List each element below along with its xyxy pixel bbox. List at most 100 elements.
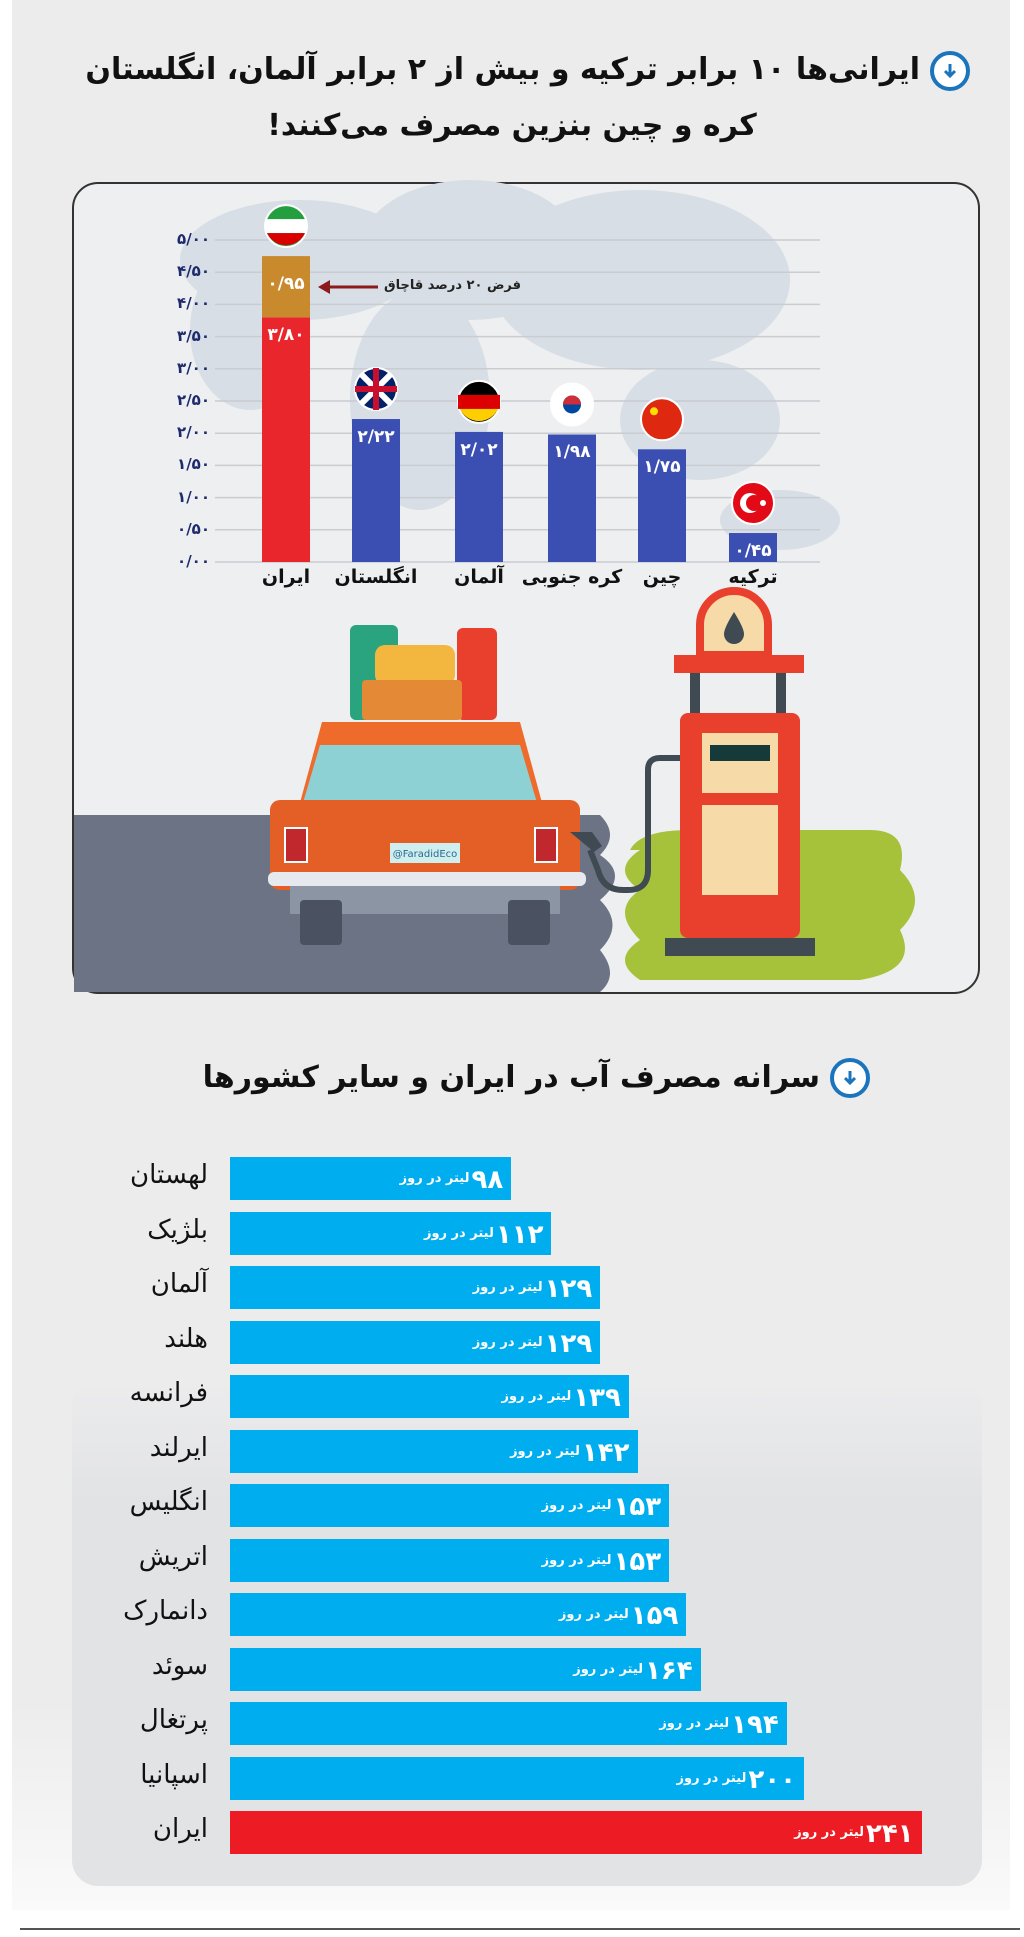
fuel-drop-icon	[724, 612, 744, 644]
china-flag-icon	[640, 397, 684, 442]
row-label: پرتغال	[139, 1705, 208, 1735]
bar: ۱۵۹لیتر در روز	[230, 1593, 687, 1636]
pump-pole	[690, 673, 700, 713]
y-tick-label: ۳/۰۰	[177, 358, 210, 377]
arrow-head-icon	[318, 280, 330, 294]
row-label: آلمان	[150, 1269, 208, 1299]
bar-value-label: ۱۲۹لیتر در روز	[473, 1321, 592, 1364]
flag-crescent	[746, 495, 762, 512]
bar-value-label: ۲۴۱لیتر در روز	[794, 1811, 913, 1854]
flag-cross	[355, 368, 397, 411]
category-label: کره جنوبی	[521, 566, 623, 588]
value-number: ۱۶۴	[645, 1655, 693, 1686]
bar: ۱۳۹لیتر در روز	[230, 1375, 629, 1418]
y-tick-label: ۴/۰۰	[177, 294, 210, 313]
bar-value-label: ۲/۰۲	[460, 439, 498, 460]
bar-value-label: ۳/۸۰	[267, 325, 305, 346]
value-unit: لیتر در روز	[399, 1171, 470, 1186]
bar: ۱۶۴لیتر در روز	[230, 1647, 701, 1691]
category-label: ایران	[261, 566, 311, 588]
luggage-icon	[457, 628, 497, 720]
value-unit: لیتر در روز	[676, 1770, 747, 1786]
y-tick-label: ۰/۵۰	[177, 519, 210, 538]
y-tick-label: ۲/۵۰	[177, 391, 210, 409]
fuel-nozzle-icon	[570, 832, 602, 852]
bar-value-label: ۱۵۹لیتر در روز	[559, 1593, 678, 1636]
watermark-logo: @FaradidEco	[393, 849, 458, 860]
pump-pole	[776, 673, 786, 713]
y-tick-label: ۵/۰۰	[177, 230, 210, 248]
value-number: ۱۴۲	[581, 1437, 630, 1468]
value-number: ۱۲۹	[544, 1274, 593, 1304]
car-window	[300, 745, 540, 813]
bottom-divider	[20, 1928, 1020, 1930]
row-label: ایران	[152, 1814, 208, 1844]
bar: ۱۲۹لیتر در روز	[230, 1266, 601, 1309]
value-number: ۹۸	[471, 1165, 504, 1195]
car-tire	[300, 900, 342, 945]
value-number: ۱۱۲	[495, 1219, 544, 1250]
bar-stack-0	[262, 256, 310, 318]
flag-taeguk	[563, 395, 581, 405]
pump-panel	[702, 805, 778, 895]
value-unit: لیتر در روز	[541, 1552, 612, 1568]
bar-value-label: ۲۰۰لیتر در روز	[677, 1757, 796, 1800]
value-number: ۲۴۱	[866, 1819, 914, 1849]
value-unit: لیتر در روز	[510, 1443, 580, 1459]
y-tick-label: ۰/۰۰	[177, 552, 210, 570]
row-label: هلند	[164, 1323, 208, 1354]
circle-down-arrow-icon	[930, 51, 970, 91]
category-label: ترکیه	[728, 566, 778, 588]
pump-display	[702, 733, 778, 793]
y-tick-label: ۱/۰۰	[177, 487, 210, 506]
row-label: فرانسه	[129, 1378, 208, 1408]
fuel-hose	[587, 755, 680, 893]
bar-5	[729, 533, 777, 562]
category-label: آلمان	[454, 566, 504, 588]
world-map-shape	[490, 190, 790, 370]
value-unit: لیتر در روز	[659, 1716, 730, 1731]
value-unit: لیتر در روز	[501, 1389, 572, 1404]
value-unit: لیتر در روز	[472, 1334, 543, 1350]
bar-value-label: ۲/۲۲	[357, 427, 395, 448]
row-label: اسپانیا	[140, 1759, 208, 1790]
bar-0	[262, 317, 310, 562]
bar-value-label: ۱۹۴لیتر در روز	[659, 1702, 778, 1745]
flag-stripe	[265, 219, 307, 234]
value-unit: لیتر در روز	[573, 1661, 644, 1677]
car-bumper	[268, 872, 586, 886]
bar-value-label: ۱۴۲لیتر در روز	[510, 1430, 629, 1473]
row-label: لهستان	[130, 1160, 208, 1190]
car-tire	[508, 900, 550, 945]
bar: ۱۹۴لیتر در روز	[230, 1702, 787, 1745]
value-number: ۱۵۳	[613, 1492, 662, 1522]
water-chart-title: سرانه مصرف آب در ایران و سایر کشورها	[202, 1060, 820, 1095]
category-label: چین	[642, 566, 682, 588]
row-label: بلژیک	[147, 1214, 208, 1245]
pump-cap	[674, 655, 804, 673]
value-unit: لیتر در روز	[794, 1825, 865, 1840]
pump-base	[665, 938, 815, 956]
tail-light-icon	[534, 827, 558, 863]
value-number: ۲۰۰	[748, 1764, 796, 1795]
pump-screen	[710, 745, 770, 761]
y-tick-label: ۱/۵۰	[177, 455, 210, 474]
luggage-icon	[362, 680, 462, 720]
value-number: ۱۲۹	[544, 1328, 593, 1359]
value-unit: لیتر در روز	[541, 1498, 612, 1513]
bar-value-label: ۱۳۹لیتر در روز	[501, 1375, 620, 1418]
row-label: دانمارک	[123, 1596, 208, 1626]
bar-value-label: ۱۵۳لیتر در روز	[542, 1539, 661, 1582]
bar: ۲۰۰لیتر در روز	[230, 1756, 804, 1800]
page-title-line-2: کره و چین بنزین مصرف می‌کنند!	[267, 108, 757, 143]
annotation-label: فرض ۲۰ درصد قاچاق	[384, 278, 522, 293]
bar: ۱۲۹لیتر در روز	[230, 1320, 601, 1364]
luggage-icon	[375, 645, 455, 685]
bar-value-label: ۱/۷۵	[643, 457, 681, 478]
bar-2	[455, 431, 503, 562]
value-unit: لیتر در روز	[472, 1280, 543, 1295]
value-unit: لیتر در روز	[558, 1607, 629, 1622]
value-number: ۱۵۹	[630, 1601, 679, 1631]
flag-star	[760, 500, 766, 507]
bar-value-label: ۱۲۹لیتر در روز	[473, 1266, 592, 1309]
